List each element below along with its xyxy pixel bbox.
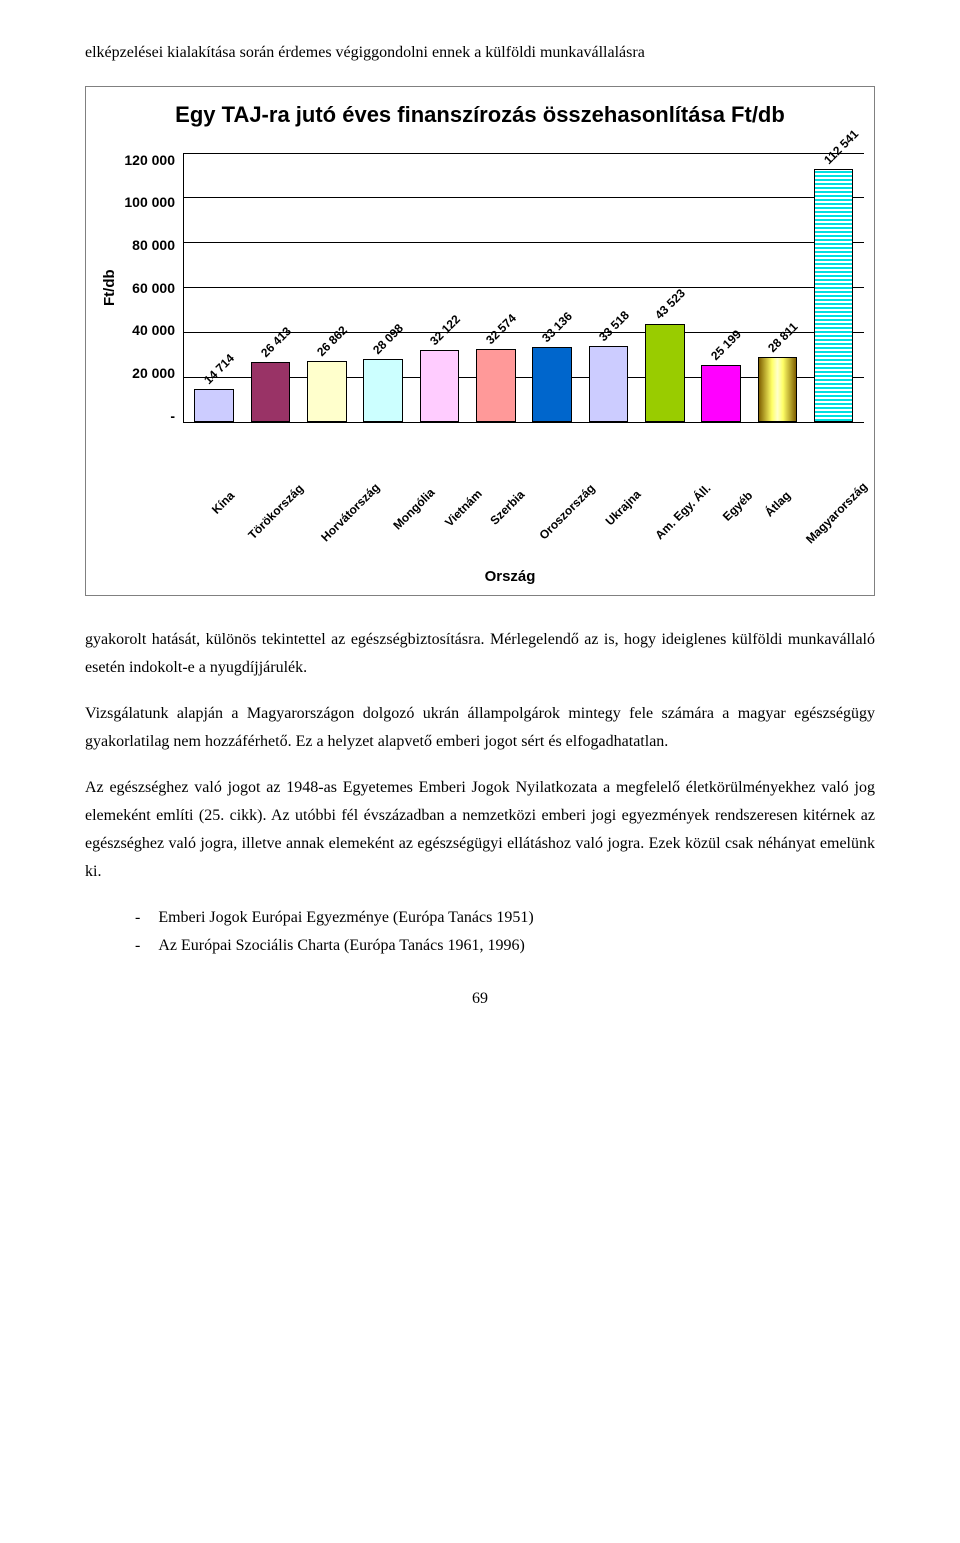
bar xyxy=(814,169,853,421)
bar-value-label: 33 136 xyxy=(539,309,575,345)
bar-group: 26 862 xyxy=(299,153,355,422)
bar-group: 112 541 xyxy=(806,153,862,422)
bar-value-label: 14 714 xyxy=(201,351,237,387)
y-tick: 120 000 xyxy=(123,153,175,167)
bar xyxy=(589,346,628,421)
chart-area: Ft/db 120 000 100 000 80 000 60 000 40 000 20… xyxy=(96,153,864,493)
y-axis-ticks: 120 000 100 000 80 000 60 000 40 000 20 000 - xyxy=(123,153,183,423)
chart-container: Egy TAJ-ra jutó éves finanszírozás össze… xyxy=(85,86,875,596)
bar xyxy=(194,389,233,422)
bar-value-label: 32 122 xyxy=(427,312,463,348)
bar xyxy=(307,361,346,421)
bar-group: 14 714 xyxy=(186,153,242,422)
bar-group: 28 098 xyxy=(355,153,411,422)
plot-area: 14 714 26 413 26 862 28 098 32 122 32 574 33 1… xyxy=(183,153,864,423)
bar-value-label: 26 862 xyxy=(314,324,350,360)
y-tick: 20 000 xyxy=(123,366,175,380)
bar xyxy=(758,357,797,422)
y-axis-label: Ft/db xyxy=(96,153,123,423)
bar-group: 25 199 xyxy=(693,153,749,422)
bar-group: 43 523 xyxy=(637,153,693,422)
y-tick: 60 000 xyxy=(123,281,175,295)
page-number: 69 xyxy=(85,990,875,1008)
chart-title: Egy TAJ-ra jutó éves finanszírozás össze… xyxy=(96,102,864,128)
x-axis-labels: KínaTörökországHorvátországMongóliaVietn… xyxy=(189,493,864,563)
bar-value-label: 28 811 xyxy=(765,320,800,355)
bars: 14 714 26 413 26 862 28 098 32 122 32 574 33 1… xyxy=(184,153,864,422)
paragraph-2: Vizsgálatunk alapján a Magyarországon do… xyxy=(85,700,875,756)
bar-group: 28 811 xyxy=(749,153,805,422)
bar-value-label: 28 098 xyxy=(370,321,406,357)
intro-paragraph: elképzelései kialakítása során érdemes v… xyxy=(85,40,875,66)
bar xyxy=(701,365,740,421)
bar-value-label: 26 413 xyxy=(258,325,294,361)
x-axis-title: Ország xyxy=(156,568,864,585)
bar-value-label: 112 541 xyxy=(821,127,861,167)
bar xyxy=(476,349,515,422)
bar xyxy=(420,350,459,422)
bar xyxy=(532,347,571,421)
y-tick: 100 000 xyxy=(123,195,175,209)
bar xyxy=(645,324,684,422)
bar-group: 32 122 xyxy=(411,153,467,422)
y-tick: 80 000 xyxy=(123,238,175,252)
bar xyxy=(251,362,290,421)
bar-group: 26 413 xyxy=(242,153,298,422)
list-item: Az Európai Szociális Charta (Európa Taná… xyxy=(135,932,875,960)
bar-group: 33 518 xyxy=(580,153,636,422)
bar-group: 32 574 xyxy=(468,153,524,422)
paragraph-1: gyakorolt hatását, különös tekintettel a… xyxy=(85,626,875,682)
y-tick: - xyxy=(123,409,175,423)
bar-group: 33 136 xyxy=(524,153,580,422)
y-tick: 40 000 xyxy=(123,323,175,337)
list-item: Emberi Jogok Európai Egyezménye (Európa … xyxy=(135,904,875,932)
bar-value-label: 32 574 xyxy=(483,311,519,347)
bar-value-label: 33 518 xyxy=(596,309,632,345)
list: Emberi Jogok Európai Egyezménye (Európa … xyxy=(135,904,875,960)
bar xyxy=(363,359,402,422)
bar-value-label: 43 523 xyxy=(652,286,688,322)
paragraph-3: Az egészséghez való jogot az 1948-as Egy… xyxy=(85,774,875,886)
bar-value-label: 25 199 xyxy=(708,327,744,363)
